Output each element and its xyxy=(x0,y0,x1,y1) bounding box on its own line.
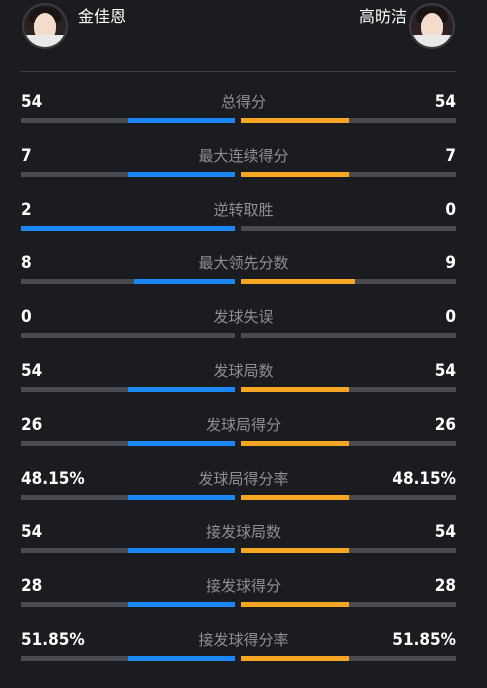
stat-left-value: 54 xyxy=(21,361,43,381)
player-name-right[interactable]: 高昉洁 xyxy=(358,7,407,26)
stat-left-fill xyxy=(128,495,235,500)
stat-left-fill xyxy=(128,602,235,607)
stat-right-bar xyxy=(241,441,456,446)
stat-label: 发球失误 xyxy=(213,308,274,326)
stat-row-receive-games: 54 接发球局数 54 xyxy=(0,521,487,561)
stat-label: 发球局数 xyxy=(213,362,274,380)
stat-left-fill xyxy=(128,172,235,177)
stat-right-fill xyxy=(241,656,349,661)
stat-right-bar xyxy=(241,387,456,392)
stat-row-service-point-rate: 48.15% 发球局得分率 48.15% xyxy=(0,468,487,508)
stat-label: 发球局得分率 xyxy=(198,470,289,488)
shirt-shape xyxy=(24,35,66,47)
stat-right-fill xyxy=(241,172,349,177)
stat-right-value: 7 xyxy=(445,146,456,166)
stat-left-fill xyxy=(128,441,235,446)
stat-right-fill xyxy=(241,495,349,500)
stat-left-fill xyxy=(134,279,235,284)
stat-left-value: 48.15% xyxy=(21,469,85,489)
stat-left-value: 8 xyxy=(21,253,32,273)
stat-right-bar xyxy=(241,602,456,607)
player-avatar-left[interactable] xyxy=(22,3,68,49)
stat-left-bar xyxy=(21,548,235,553)
stat-right-value: 54 xyxy=(434,522,456,542)
stat-right-value: 54 xyxy=(434,361,456,381)
stat-left-bar xyxy=(21,226,235,231)
match-header: 金佳恩 高昉洁 xyxy=(0,0,487,72)
stat-row-max-lead: 8 最大领先分数 9 xyxy=(0,252,487,292)
stat-left-bar xyxy=(21,656,235,661)
stat-left-value: 2 xyxy=(21,200,32,220)
stat-right-fill xyxy=(241,118,349,123)
stat-left-value: 26 xyxy=(21,415,43,435)
stat-row-service-games: 54 发球局数 54 xyxy=(0,360,487,400)
stat-right-fill xyxy=(241,602,349,607)
stat-right-value: 51.85% xyxy=(392,630,456,650)
player-name-left[interactable]: 金佳恩 xyxy=(78,7,127,26)
stat-row-comeback-wins: 2 逆转取胜 0 xyxy=(0,199,487,239)
stat-left-bar xyxy=(21,279,235,284)
face-shape xyxy=(34,13,56,41)
stat-right-value: 0 xyxy=(445,200,456,220)
stat-label: 接发球局数 xyxy=(205,523,281,541)
stat-left-value: 54 xyxy=(21,92,43,112)
player-avatar-right[interactable] xyxy=(409,3,455,49)
stat-left-fill xyxy=(128,118,235,123)
stat-right-bar xyxy=(241,226,456,231)
stat-label: 最大领先分数 xyxy=(198,254,289,272)
stat-right-value: 54 xyxy=(434,92,456,112)
stat-left-bar xyxy=(21,333,235,338)
stat-row-max-streak: 7 最大连续得分 7 xyxy=(0,145,487,185)
stat-row-receive-points: 28 接发球得分 28 xyxy=(0,575,487,615)
stat-left-value: 51.85% xyxy=(21,630,85,650)
stat-right-value: 9 xyxy=(445,253,456,273)
stat-right-value: 26 xyxy=(434,415,456,435)
stat-row-service-points: 26 发球局得分 26 xyxy=(0,414,487,454)
stat-right-bar xyxy=(241,548,456,553)
stat-row-receive-point-rate: 51.85% 接发球得分率 51.85% xyxy=(0,629,487,669)
stat-left-fill xyxy=(128,387,235,392)
stat-left-value: 0 xyxy=(21,307,32,327)
stat-left-bar xyxy=(21,172,235,177)
stat-right-bar xyxy=(241,495,456,500)
stat-right-fill xyxy=(241,387,349,392)
stat-label: 最大连续得分 xyxy=(198,147,289,165)
stat-right-value: 48.15% xyxy=(392,469,456,489)
stat-right-fill xyxy=(241,548,349,553)
stat-left-bar xyxy=(21,441,235,446)
stat-label: 总得分 xyxy=(220,93,266,111)
stat-right-bar xyxy=(241,333,456,338)
stat-left-bar xyxy=(21,118,235,123)
stat-right-bar xyxy=(241,172,456,177)
stat-left-bar xyxy=(21,387,235,392)
stat-left-fill xyxy=(128,548,235,553)
stat-row-service-faults: 0 发球失误 0 xyxy=(0,306,487,346)
stat-left-value: 7 xyxy=(21,146,32,166)
stat-label: 接发球得分率 xyxy=(198,631,289,649)
stat-left-fill xyxy=(21,226,235,231)
stat-label: 发球局得分 xyxy=(205,416,281,434)
stat-left-value: 54 xyxy=(21,522,43,542)
stat-right-bar xyxy=(241,656,456,661)
stat-row-total-points: 54 总得分 54 xyxy=(0,91,487,131)
stat-left-bar xyxy=(21,495,235,500)
stat-right-bar xyxy=(241,279,456,284)
stat-label: 逆转取胜 xyxy=(213,201,274,219)
stat-label: 接发球得分 xyxy=(205,577,281,595)
shirt-shape xyxy=(411,35,453,47)
stat-left-bar xyxy=(21,602,235,607)
stat-right-bar xyxy=(241,118,456,123)
face-shape xyxy=(421,13,443,41)
stat-right-fill xyxy=(241,279,355,284)
stat-right-value: 0 xyxy=(445,307,456,327)
stat-left-value: 28 xyxy=(21,576,43,596)
stat-left-fill xyxy=(128,656,235,661)
header-divider xyxy=(21,71,456,72)
stat-right-value: 28 xyxy=(434,576,456,596)
stat-right-fill xyxy=(241,441,349,446)
